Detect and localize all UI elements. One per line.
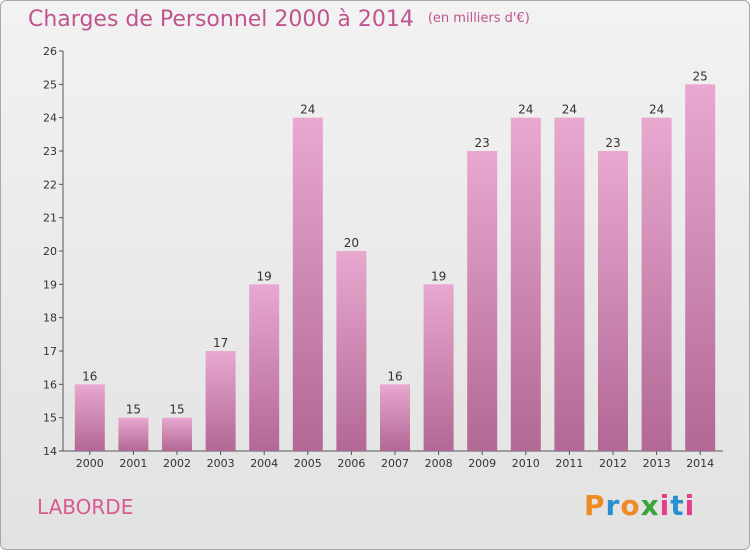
x-tick-label: 2011 (555, 457, 583, 470)
bar (162, 417, 192, 451)
bar (205, 351, 236, 451)
logo-letter: i (684, 489, 696, 522)
logo-letter: x (640, 489, 660, 522)
x-tick-label: 2013 (643, 457, 671, 470)
x-tick-label: 2012 (599, 457, 627, 470)
x-tick-label: 2009 (468, 457, 496, 470)
logo-letter: o (620, 489, 641, 522)
logo-letter: P (584, 489, 606, 522)
bar-value-label: 19 (257, 269, 272, 283)
bar-value-label: 16 (82, 369, 97, 383)
bar-value-label: 17 (213, 336, 228, 350)
bar-value-label: 16 (387, 369, 402, 383)
y-tick-label: 19 (43, 278, 57, 291)
x-tick-label: 2000 (76, 457, 104, 470)
bar (641, 117, 672, 452)
bar-value-label: 24 (300, 103, 315, 117)
x-tick-label: 2010 (512, 457, 540, 470)
commune-name: LABORDE (37, 495, 134, 519)
bar-value-label: 23 (475, 136, 490, 150)
bar (510, 117, 541, 452)
x-tick-label: 2001 (119, 457, 147, 470)
y-tick-label: 23 (43, 145, 57, 158)
y-tick-label: 24 (43, 112, 57, 125)
bar (685, 84, 716, 451)
bar-value-label: 15 (126, 403, 141, 417)
bar (118, 417, 149, 451)
bar-value-label: 24 (518, 103, 533, 117)
bar (423, 284, 454, 451)
bar-value-label: 24 (649, 103, 664, 117)
proxiti-logo: Proxiti (584, 489, 695, 522)
bar (467, 151, 498, 451)
x-tick-label: 2014 (686, 457, 714, 470)
y-tick-label: 26 (43, 45, 57, 58)
bar (249, 284, 280, 451)
logo-letter: r (605, 489, 621, 522)
bar (598, 151, 628, 451)
y-tick-label: 22 (43, 178, 57, 191)
y-tick-label: 20 (43, 245, 57, 258)
chart-subtitle: (en milliers d'€) (427, 11, 530, 26)
y-tick-label: 17 (43, 345, 57, 358)
logo-letter: t (670, 489, 685, 522)
x-tick-label: 2002 (163, 457, 191, 470)
bar-value-label: 19 (431, 269, 446, 283)
logo-letter: i (659, 489, 671, 522)
bar (380, 384, 410, 451)
x-tick-label: 2007 (381, 457, 409, 470)
bar (74, 384, 105, 451)
bar (554, 117, 585, 452)
y-tick-label: 21 (43, 212, 57, 225)
x-tick-label: 2003 (207, 457, 235, 470)
bar-value-label: 15 (169, 403, 184, 417)
y-tick-label: 14 (43, 445, 57, 458)
x-tick-label: 2006 (337, 457, 365, 470)
y-tick-label: 15 (43, 412, 57, 425)
bar-value-label: 25 (693, 69, 708, 83)
y-tick-label: 25 (43, 78, 57, 91)
bar-value-label: 23 (605, 136, 620, 150)
x-tick-label: 2008 (425, 457, 453, 470)
x-tick-label: 2004 (250, 457, 278, 470)
bar-value-label: 20 (344, 236, 359, 250)
bar (292, 117, 323, 452)
chart-title: Charges de Personnel 2000 à 2014 (en mill… (28, 7, 530, 32)
y-tick-label: 16 (43, 378, 57, 391)
chart-title-text: Charges de Personnel 2000 à 2014 (28, 7, 414, 32)
x-tick-label: 2005 (294, 457, 322, 470)
y-tick-label: 18 (43, 312, 57, 325)
bar-value-label: 24 (562, 103, 577, 117)
bar (336, 251, 367, 451)
